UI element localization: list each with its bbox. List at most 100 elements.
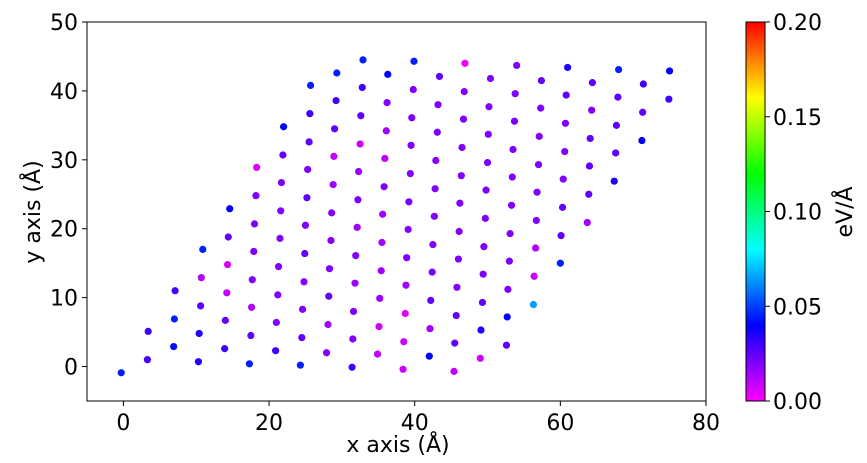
point: [583, 218, 591, 227]
point: [588, 79, 596, 87]
y-axis-label: y axis (Å): [19, 160, 46, 263]
point: [532, 216, 540, 225]
point: [639, 80, 647, 88]
point: [585, 190, 593, 198]
point: [428, 268, 436, 276]
point: [558, 203, 567, 211]
point: [585, 162, 594, 170]
point: [252, 192, 260, 200]
point: [407, 141, 415, 149]
y-tick-label: 50: [50, 11, 78, 36]
point: [296, 361, 304, 369]
point: [403, 254, 411, 262]
point: [401, 309, 409, 318]
y-tick-label: 30: [50, 149, 78, 174]
point: [357, 112, 365, 120]
point: [333, 69, 341, 77]
point: [588, 106, 596, 114]
point: [274, 263, 283, 271]
point: [484, 130, 492, 138]
point: [359, 56, 367, 64]
point: [272, 347, 280, 355]
colorbar-tick-label: 0.15: [773, 106, 822, 131]
point: [509, 145, 517, 154]
point: [330, 152, 338, 160]
point: [378, 238, 386, 247]
point: [425, 352, 433, 360]
point: [324, 320, 332, 329]
point: [459, 115, 468, 123]
point: [429, 240, 437, 249]
point: [402, 281, 410, 289]
y-tick-label: 10: [50, 287, 78, 312]
point: [408, 114, 416, 122]
point: [358, 83, 366, 92]
point: [356, 140, 364, 148]
point: [460, 87, 468, 96]
point: [373, 350, 382, 358]
point: [483, 158, 492, 167]
point: [612, 121, 621, 129]
x-tick-label: 20: [255, 411, 283, 436]
point: [476, 354, 484, 362]
point: [409, 85, 417, 94]
point: [451, 339, 459, 347]
point: [195, 329, 203, 338]
point: [354, 196, 362, 204]
point: [535, 132, 543, 140]
point: [224, 233, 232, 241]
point: [226, 205, 234, 213]
point: [556, 259, 564, 267]
point: [458, 143, 466, 152]
point: [453, 283, 461, 291]
point: [537, 76, 546, 85]
point: [454, 255, 462, 263]
point: [247, 303, 256, 311]
point: [247, 331, 255, 340]
point: [615, 65, 623, 74]
point: [245, 360, 253, 368]
point: [272, 318, 280, 327]
colorbar-tick-label: 0.20: [773, 11, 822, 36]
point: [199, 245, 207, 253]
point: [638, 136, 646, 145]
y-tick-label: 20: [50, 218, 78, 243]
plot-frame: [86, 21, 707, 402]
point: [329, 181, 337, 189]
point: [306, 81, 315, 89]
point: [381, 154, 389, 163]
point: [561, 147, 569, 156]
point: [482, 186, 490, 194]
point: [352, 252, 360, 260]
point: [382, 127, 390, 135]
point: [355, 167, 363, 176]
point: [279, 151, 287, 159]
point: [301, 221, 310, 229]
point: [513, 61, 521, 70]
point: [502, 341, 511, 349]
point: [610, 177, 618, 185]
point: [504, 285, 512, 293]
point: [400, 338, 408, 346]
point: [223, 260, 232, 269]
point: [503, 313, 511, 321]
point: [612, 149, 620, 157]
point: [353, 223, 361, 231]
point: [410, 57, 418, 65]
point: [456, 199, 464, 207]
point: [485, 103, 493, 111]
colorbar-tick-label: 0.00: [773, 390, 822, 415]
point: [170, 342, 178, 351]
point: [432, 156, 440, 165]
point: [557, 232, 565, 240]
point: [144, 327, 152, 336]
point: [586, 134, 594, 143]
point: [298, 334, 306, 342]
y-tick-label: 0: [64, 356, 78, 381]
point: [322, 349, 331, 357]
point: [508, 173, 516, 181]
point: [430, 212, 438, 220]
point: [481, 214, 489, 222]
point: [507, 201, 516, 209]
